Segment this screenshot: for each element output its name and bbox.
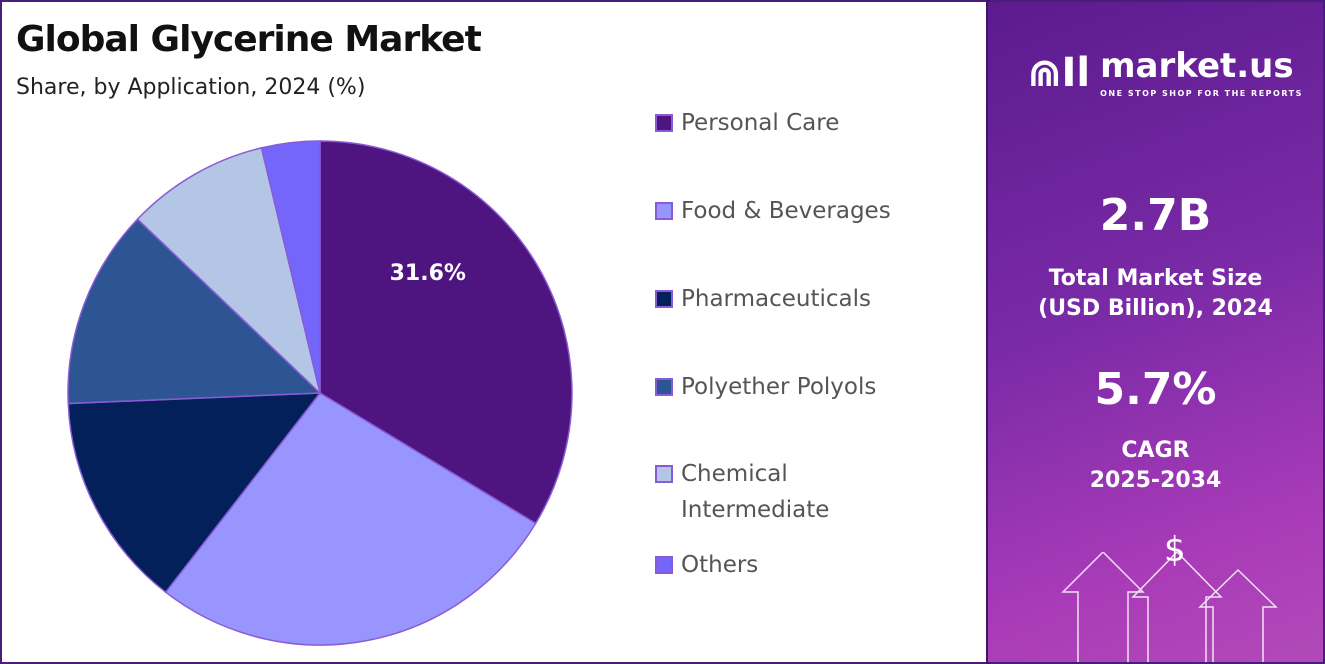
cagr-label-1: CAGR bbox=[1121, 438, 1190, 463]
pie-slice-pharmaceuticals bbox=[67, 392, 322, 594]
legend-item-food-beverages: Food & Beverages bbox=[655, 196, 891, 226]
growth-arrows-icon bbox=[1061, 552, 1278, 662]
pie-slice-polyether-polyols bbox=[67, 218, 322, 405]
legend-swatch bbox=[655, 465, 673, 483]
market-us-logo: ⋒Il market.us ONE STOP SHOP FOR THE REPO… bbox=[1028, 46, 1303, 99]
legend-item-pharmaceuticals: Pharmaceuticals bbox=[655, 284, 871, 314]
legend-label: Pharmaceuticals bbox=[681, 286, 871, 312]
logo-tagline: ONE STOP SHOP FOR THE REPORTS bbox=[1100, 89, 1303, 98]
legend-label: Others bbox=[681, 552, 759, 578]
legend-swatch bbox=[655, 556, 673, 574]
chart-title: Global Glycerine Market bbox=[16, 19, 482, 60]
cagr-label-2: 2025-2034 bbox=[1089, 468, 1222, 493]
summary-panel: ⋒Il market.us ONE STOP SHOP FOR THE REPO… bbox=[988, 2, 1323, 662]
chart-subtitle: Share, by Application, 2024 (%) bbox=[16, 75, 366, 100]
market-size-label-2: (USD Billion), 2024 bbox=[1038, 296, 1273, 321]
pie-chart: 31.6% bbox=[67, 140, 573, 646]
legend-item-personal-care: Personal Care bbox=[655, 108, 839, 138]
pie-slice-chemical-intermediate bbox=[136, 146, 322, 396]
data-label: 31.6% bbox=[390, 261, 466, 286]
market-size-label-1: Total Market Size bbox=[1048, 266, 1263, 291]
legend-swatch bbox=[655, 290, 673, 308]
legend-item-polyether-polyols: Polyether Polyols bbox=[655, 372, 876, 402]
logo-mark-icon: ⋒Il bbox=[1028, 49, 1091, 96]
pie-slice-others bbox=[260, 140, 321, 394]
legend-swatch bbox=[655, 378, 673, 396]
market-size-value: 2.7B bbox=[1099, 190, 1212, 241]
legend-label: Personal Care bbox=[681, 110, 840, 136]
legend-label: Food & Beverages bbox=[681, 198, 891, 224]
legend-swatch bbox=[655, 202, 673, 220]
legend-swatch bbox=[655, 114, 673, 132]
legend-label-line1: Chemical bbox=[681, 461, 788, 487]
pie-slice-personal-care bbox=[319, 140, 573, 525]
legend-item-chemical-intermediate: Chemical Intermediate bbox=[655, 456, 829, 528]
pie-slice-food-beverages bbox=[164, 392, 537, 646]
legend-label: Polyether Polyols bbox=[681, 374, 877, 400]
legend-item-others: Others bbox=[655, 550, 758, 580]
logo-name: market.us bbox=[1100, 46, 1294, 86]
cagr-value: 5.7% bbox=[1094, 364, 1217, 415]
legend-label-line2: Intermediate bbox=[681, 497, 830, 523]
